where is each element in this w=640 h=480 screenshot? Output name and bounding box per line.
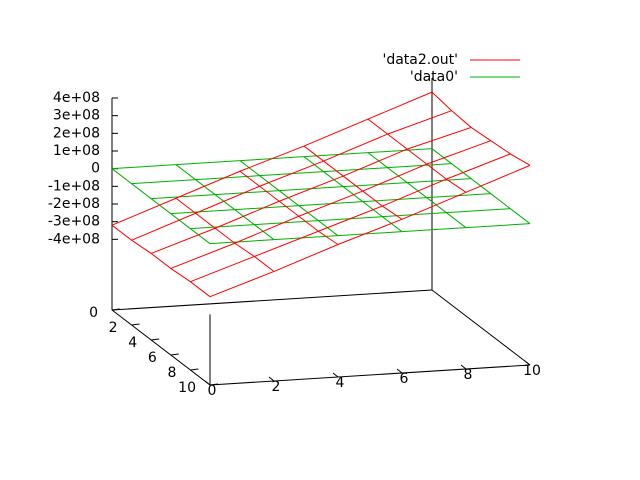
surface-line <box>303 156 403 233</box>
x-tick-label: 2 <box>272 379 281 395</box>
x-tick-label: 0 <box>208 383 217 399</box>
y-tick-label: 8 <box>167 365 176 381</box>
z-tick-label: 2e+08 <box>53 125 100 141</box>
z-tick-label: 1e+08 <box>53 143 100 159</box>
surface-line <box>170 140 491 269</box>
legend-label: 'data2.out' <box>382 52 458 68</box>
surface-line <box>239 160 339 237</box>
surface-line <box>151 126 472 254</box>
legend-label: 'data0' <box>410 69 458 85</box>
base-edge <box>111 289 433 311</box>
y-tick-label: 4 <box>128 335 137 351</box>
z-tick-label: -1e+08 <box>48 178 100 194</box>
z-tick-label: 0 <box>91 161 100 177</box>
surface-line <box>303 145 403 220</box>
y-tick <box>131 323 140 326</box>
z-tick-label: 4e+08 <box>53 90 100 106</box>
y-tick-label: 6 <box>148 350 157 366</box>
base-edge <box>111 309 211 386</box>
surface-line <box>209 164 531 298</box>
surface-line <box>431 91 531 166</box>
surface-line <box>175 164 275 241</box>
y-tick-label: 10 <box>178 380 196 396</box>
y-tick <box>190 368 199 371</box>
x-tick <box>396 368 403 374</box>
surface-line <box>239 170 339 245</box>
x-tick <box>524 360 531 366</box>
x-tick-label: 6 <box>400 371 409 387</box>
z-tick-label: -3e+08 <box>48 214 100 230</box>
y-tick <box>151 338 160 341</box>
surface-line <box>190 153 511 283</box>
surface-line <box>209 223 531 245</box>
x-tick <box>204 380 211 386</box>
z-tick-label: 3e+08 <box>53 108 100 124</box>
x-tick-label: 4 <box>336 375 345 391</box>
z-tick-label: -4e+08 <box>48 231 100 247</box>
x-tick-label: 8 <box>464 367 473 383</box>
base-edge <box>209 364 531 386</box>
surface-line <box>367 152 467 229</box>
surface-line <box>131 110 452 241</box>
y-tick <box>209 383 219 386</box>
y-tick <box>111 308 121 311</box>
base-edge <box>431 289 531 366</box>
x-tick-label: 10 <box>523 363 541 379</box>
surface-line <box>367 118 467 193</box>
surface-line <box>111 168 211 245</box>
surface-line <box>111 91 433 226</box>
x-tick <box>268 376 275 382</box>
x-tick <box>460 364 467 370</box>
surface-line <box>175 197 275 272</box>
y-tick <box>170 353 179 356</box>
y-tick-label: 2 <box>109 320 118 336</box>
z-tick-label: -2e+08 <box>48 196 100 212</box>
y-tick-label: 0 <box>89 305 98 321</box>
surface-line <box>111 224 211 298</box>
x-tick <box>332 372 339 378</box>
